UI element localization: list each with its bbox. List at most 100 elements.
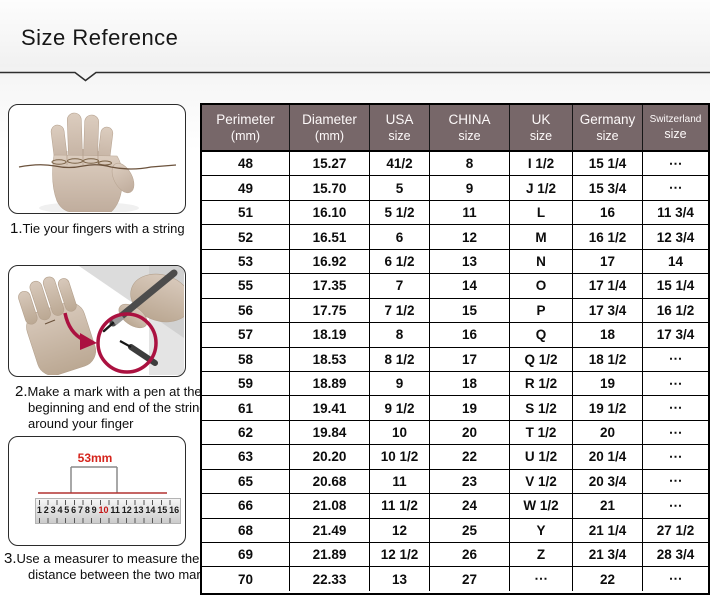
ruler-number: 4 (57, 504, 63, 515)
table-cell-germany: 18 (573, 323, 643, 347)
ruler-number: 12 (121, 504, 132, 515)
table-cell-china: 9 (430, 176, 510, 200)
step1-number: 1. (10, 220, 23, 237)
table-cell-china: 18 (430, 371, 510, 396)
table-cell-perimeter: 53 (202, 249, 290, 274)
ruler-number: 5 (64, 504, 70, 515)
step3-text: Use a measurer to measure the distance b… (16, 551, 214, 582)
table-row: 68 21.49 12 25 Y 21 1/4 27 1/2 (202, 518, 708, 543)
table-row: 49 15.70 5 9 J 1/2 15 3/4 ⋯ (202, 176, 708, 201)
table-row: 63 20.20 10 1/2 22 U 1/2 20 1/4 ⋯ (202, 445, 708, 470)
hand-with-string-illustration (18, 112, 177, 212)
table-cell-china: 19 (430, 396, 510, 420)
ruler-number: 6 (71, 504, 77, 515)
pen-tip (102, 321, 115, 333)
table-cell-switzerland: ⋯ (668, 155, 683, 171)
table-cell-diameter: 17.35 (290, 274, 370, 298)
table-cell-perimeter: 65 (202, 469, 290, 494)
table-cell-china: 23 (430, 469, 510, 494)
table-cell-uk: T 1/2 (510, 420, 573, 445)
ruler-number: 15 (157, 504, 168, 515)
table-cell-usa: 5 1/2 (370, 200, 430, 225)
header-line2: (mm) (230, 129, 261, 144)
table-cell-perimeter: 58 (202, 347, 290, 371)
table-cell-switzerland: ⋯ (668, 351, 683, 367)
table-row: 48 15.27 41/2 8 I 1/2 15 1/4 ⋯ (202, 152, 708, 177)
table-cell-switzerland: ⋯ (668, 400, 683, 416)
table-header-cell: Diameter (mm) (290, 105, 370, 150)
table-cell-usa: 10 1/2 (370, 445, 430, 469)
step3-caption: 3.Use a measurer to measure the distance… (4, 551, 224, 583)
table-cell-germany: 22 (573, 567, 643, 591)
table-cell-china: 25 (430, 518, 510, 542)
table-cell-diameter: 22.33 (290, 567, 370, 591)
table-cell-germany: 17 1/4 (573, 274, 643, 298)
table-cell-diameter: 18.53 (290, 347, 370, 371)
header-line2: size (664, 126, 687, 141)
table-cell-diameter: 15.70 (290, 176, 370, 200)
table-cell-switzerland: ⋯ (668, 473, 683, 489)
table-cell-germany: 17 3/4 (573, 298, 643, 323)
table-header-cell: Germany size (573, 105, 643, 150)
table-cell-usa: 12 (370, 518, 430, 542)
table-cell-germany: 16 (573, 200, 643, 225)
header-line1: USA (385, 111, 414, 127)
table-cell-uk: Y (510, 518, 573, 542)
ruler-number: 16 (169, 504, 180, 515)
table-cell-germany: 20 (573, 420, 643, 445)
table-cell-diameter: 20.68 (290, 469, 370, 494)
table-cell-uk: V 1/2 (510, 469, 573, 494)
table-cell-switzerland: 14 (667, 253, 684, 269)
pen-marking-illustration (18, 266, 184, 375)
string-line (18, 164, 177, 170)
table-row: 70 22.33 13 27 ⋯ 22 ⋯ (202, 567, 708, 591)
ruler-number: 2 (43, 504, 49, 515)
table-cell-switzerland: 15 1/4 (656, 278, 695, 294)
table-row: 69 21.89 12 1/2 26 Z 21 3/4 28 3/4 (202, 543, 708, 568)
step3-number: 3. (4, 550, 17, 567)
table-cell-usa: 8 (370, 323, 430, 347)
table-cell-uk: S 1/2 (510, 396, 573, 420)
ruler-numbers: 1 2 3 4 5 6 7 8 9 10 11 12 13 14 15 16 (36, 505, 180, 515)
table-cell-diameter: 19.84 (290, 420, 370, 445)
table-cell-perimeter: 63 (202, 445, 290, 469)
ruler-number: 9 (91, 504, 97, 515)
bracket-lines (70, 466, 118, 493)
header-line2: size (529, 129, 553, 144)
table-cell-china: 8 (430, 152, 510, 176)
header-line2: size (458, 129, 481, 144)
table-cell-perimeter: 55 (202, 274, 290, 298)
table-cell-germany: 17 (573, 249, 643, 274)
table-cell-china: 12 (430, 225, 510, 249)
table-cell-usa: 13 (370, 567, 430, 591)
table-cell-switzerland: 16 1/2 (656, 302, 695, 318)
table-row: 61 19.41 9 1/2 19 S 1/2 19 1/2 ⋯ (202, 396, 708, 421)
table-cell-usa: 9 1/2 (370, 396, 430, 420)
table-row: 57 18.19 8 16 Q 18 17 3/4 (202, 323, 708, 348)
table-cell-usa: 41/2 (370, 152, 430, 176)
table-cell-usa: 7 (370, 274, 430, 298)
table-cell-china: 13 (430, 249, 510, 274)
header-line1: Germany (579, 111, 636, 127)
table-cell-usa: 11 (370, 469, 430, 494)
table-row: 53 16.92 6 1/2 13 N 17 14 (202, 249, 708, 275)
table-cell-uk: R 1/2 (510, 371, 573, 396)
table-cell-uk: Z (510, 543, 573, 567)
table-cell-china: 11 (430, 200, 510, 225)
table-cell-switzerland: ⋯ (668, 497, 683, 513)
table-cell-china: 14 (430, 274, 510, 298)
step2-caption: 2.Make a mark with a pen at the beginnin… (15, 384, 218, 432)
table-cell-perimeter: 52 (202, 225, 290, 249)
table-cell-uk: L (510, 200, 573, 225)
table-cell-perimeter: 61 (202, 396, 290, 420)
table-cell-uk: N (510, 249, 573, 274)
table-cell-china: 16 (430, 323, 510, 347)
table-cell-china: 24 (430, 494, 510, 518)
table-cell-china: 17 (430, 347, 510, 371)
table-cell-perimeter: 57 (202, 323, 290, 347)
header-line1: Perimeter (216, 111, 275, 127)
step1-text: Tie your fingers with a string (22, 221, 185, 236)
step3-card: 1 2 3 4 5 6 7 8 9 10 11 12 13 14 15 16 53mm (8, 436, 186, 546)
table-cell-usa: 10 (370, 420, 430, 445)
table-cell-germany: 15 3/4 (573, 176, 643, 200)
